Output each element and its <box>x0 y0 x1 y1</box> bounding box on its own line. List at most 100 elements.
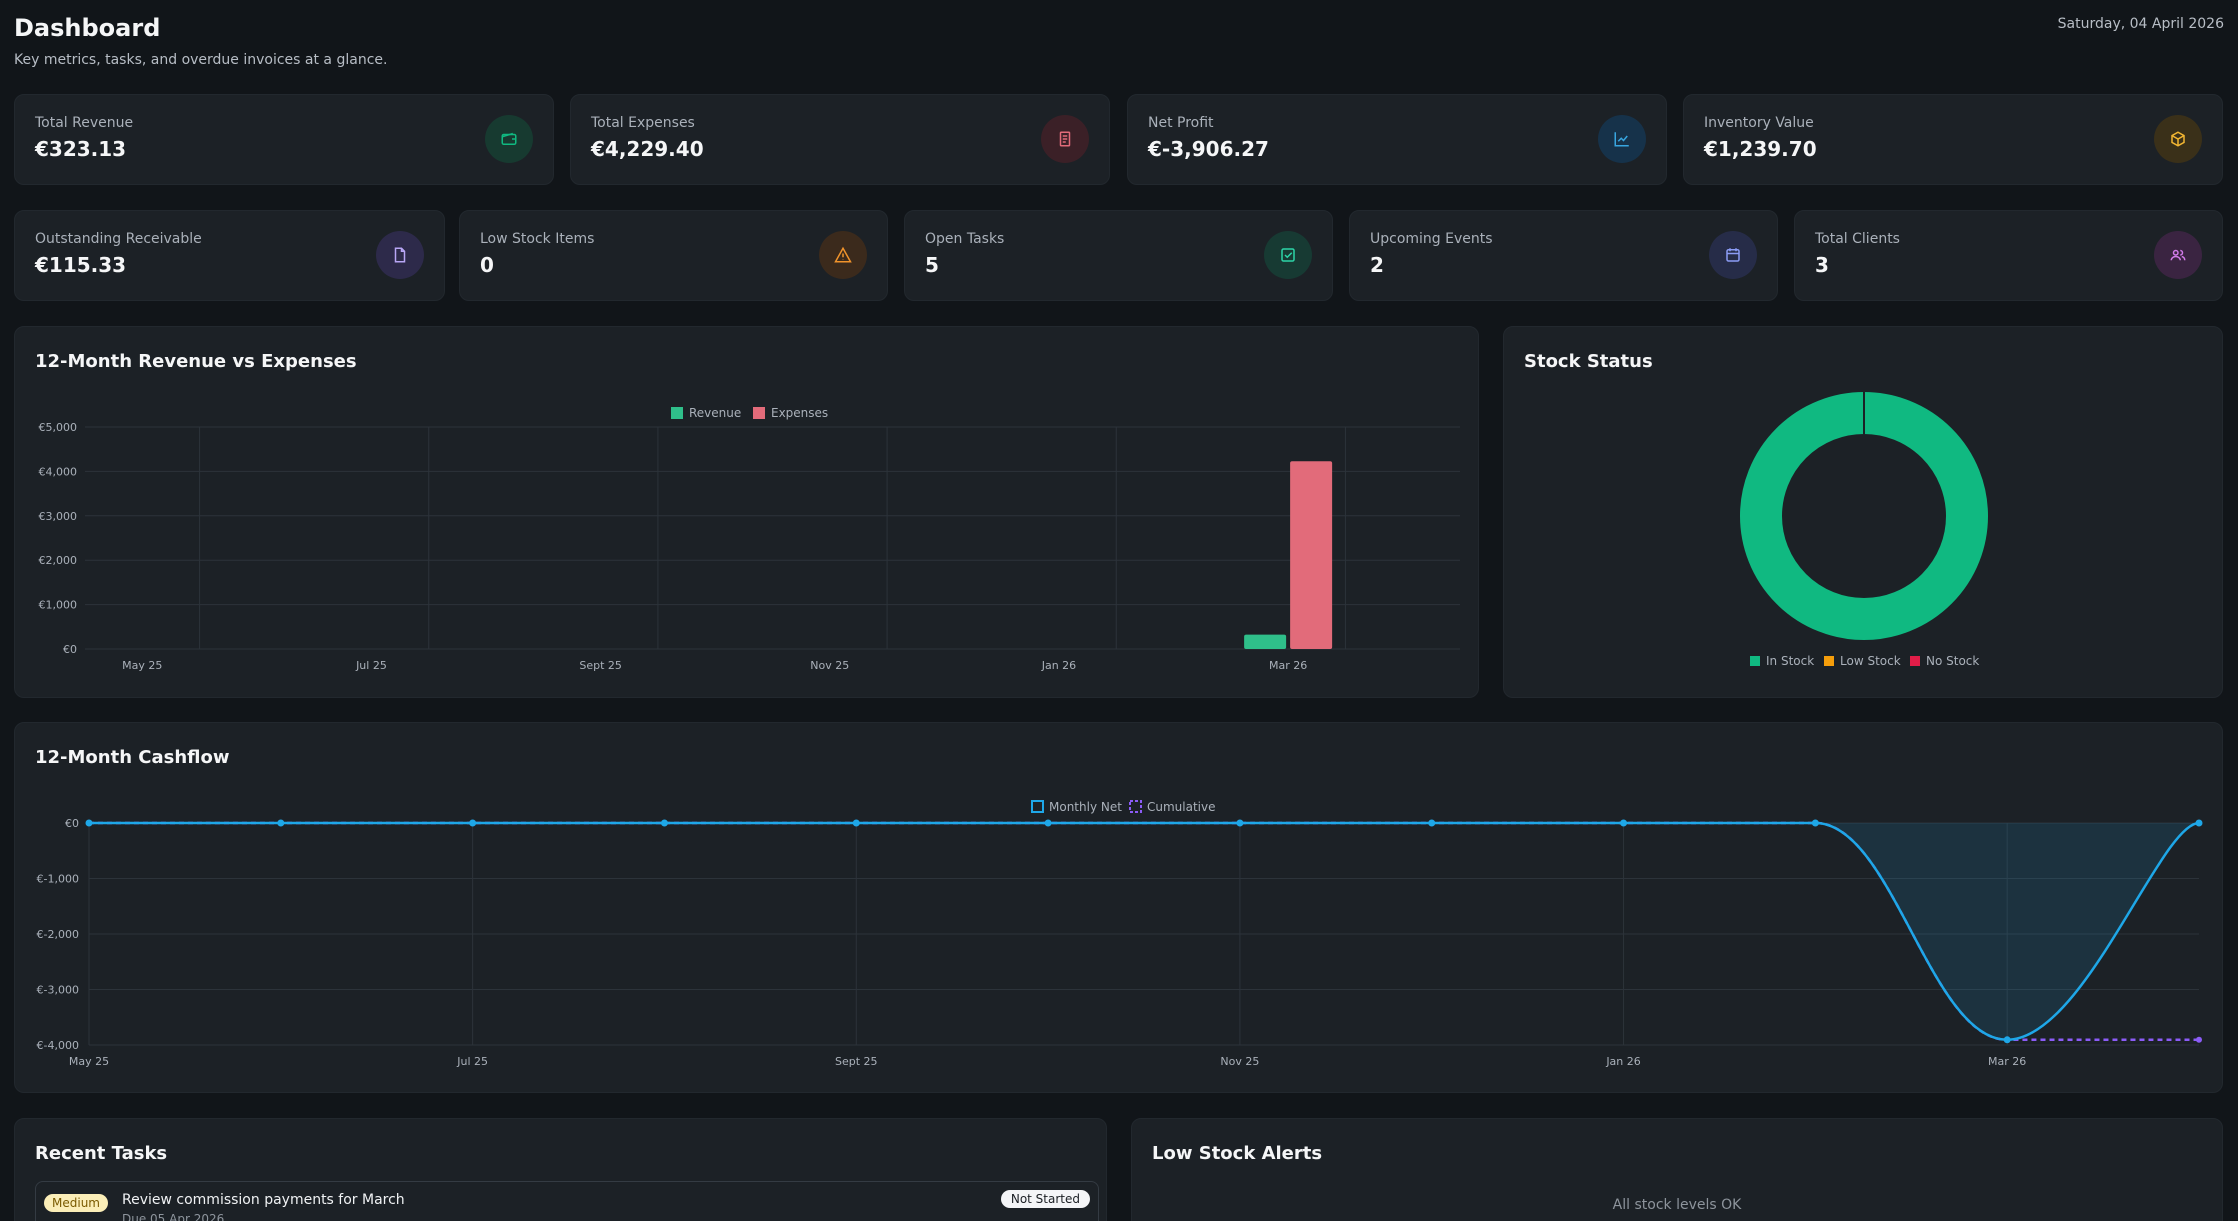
stat-value: 0 <box>480 253 494 277</box>
y-tick-label: €0 <box>63 643 77 656</box>
stat-card-upcoming-events[interactable]: Upcoming Events 2 <box>1349 210 1778 301</box>
monthly-net-point <box>852 819 860 827</box>
calendar-icon <box>1709 231 1757 279</box>
monthly-net-point <box>2003 1036 2011 1044</box>
stat-card-total-clients[interactable]: Total Clients 3 <box>1794 210 2223 301</box>
page-title: Dashboard <box>14 14 161 42</box>
stat-card-total-revenue[interactable]: Total Revenue €323.13 <box>14 94 554 185</box>
cumulative-point <box>2196 1036 2202 1043</box>
receipt-icon <box>1041 115 1089 163</box>
stat-label: Open Tasks <box>925 231 1005 247</box>
stat-card-total-expenses[interactable]: Total Expenses €4,229.40 <box>570 94 1110 185</box>
x-tick-label: Jan 26 <box>1605 1055 1640 1068</box>
stat-value: 3 <box>1815 253 1829 277</box>
legend-label: Low Stock <box>1840 654 1901 668</box>
warning-icon <box>819 231 867 279</box>
legend-label: Cumulative <box>1147 800 1216 814</box>
stat-label: Total Revenue <box>35 115 134 131</box>
x-tick-label: Sept 25 <box>579 659 622 672</box>
y-tick-label: €-1,000 <box>37 873 79 886</box>
bar-revenue <box>1244 634 1287 649</box>
y-tick-label: €5,000 <box>39 421 78 434</box>
status-badge: Not Started <box>1000 1190 1090 1208</box>
monthly-net-point <box>1620 819 1628 827</box>
x-tick-label: May 25 <box>69 1055 109 1068</box>
stat-card-inventory-value[interactable]: Inventory Value €1,239.70 <box>1683 94 2223 185</box>
stat-value: 5 <box>925 253 939 277</box>
panel-title: Recent Tasks <box>35 1143 168 1164</box>
stat-card-low-stock-items[interactable]: Low Stock Items 0 <box>459 210 888 301</box>
stat-card-net-profit[interactable]: Net Profit €-3,906.27 <box>1127 94 1667 185</box>
panel-title: 12-Month Cashflow <box>35 747 230 768</box>
x-tick-label: Nov 25 <box>1220 1055 1259 1068</box>
stat-card-open-tasks[interactable]: Open Tasks 5 <box>904 210 1333 301</box>
panel-title: Stock Status <box>1524 351 1653 372</box>
stat-value: €115.33 <box>35 253 127 277</box>
priority-badge: Medium <box>44 1194 108 1212</box>
legend-label: No Stock <box>1926 654 1979 668</box>
wallet-icon <box>485 115 533 163</box>
revenue-expenses-panel: 12-Month Revenue vs Expenses €0 €1,000 €2,… <box>14 326 1479 698</box>
y-tick-label: €3,000 <box>39 510 78 523</box>
x-tick-label: Mar 26 <box>1269 659 1307 672</box>
monthly-net-point <box>1236 819 1244 827</box>
users-icon <box>2154 231 2202 279</box>
legend-label: Expenses <box>771 406 828 420</box>
monthly-net-point <box>1044 819 1052 827</box>
monthly-net-point <box>660 819 668 827</box>
stat-value: €323.13 <box>35 137 127 161</box>
x-tick-label: Sept 25 <box>835 1055 878 1068</box>
current-date: Saturday, 04 April 2026 <box>2057 16 2224 32</box>
stat-label: Total Clients <box>1815 231 1900 247</box>
trend-chart-icon <box>1598 115 1646 163</box>
x-tick-label: Jul 25 <box>456 1055 488 1068</box>
page-header: Dashboard Key metrics, tasks, and overdu… <box>14 14 2224 74</box>
y-tick-label: €1,000 <box>39 599 78 612</box>
check-square-icon <box>1264 231 1312 279</box>
x-tick-label: May 25 <box>122 659 162 672</box>
page-subtitle: Key metrics, tasks, and overdue invoices… <box>14 52 388 68</box>
recent-tasks-panel: Recent Tasks Medium Review commission pa… <box>14 1118 1107 1221</box>
x-tick-label: Jul 25 <box>355 659 387 672</box>
y-tick-label: €2,000 <box>39 554 78 567</box>
y-tick-label: €4,000 <box>39 465 78 478</box>
y-tick-label: €-4,000 <box>37 1039 79 1052</box>
cashflow-panel: 12-Month Cashflow €0 €-1,000 €-2,000 €-3,00… <box>14 722 2223 1093</box>
task-row[interactable]: Medium Review commission payments for Ma… <box>35 1181 1099 1221</box>
monthly-net-point <box>85 819 93 827</box>
monthly-net-point <box>469 819 477 827</box>
cashflow-chart: €0 €-1,000 €-2,000 €-3,000 €-4,000 May 25 Jul … <box>37 800 2203 1068</box>
stat-value: €-3,906.27 <box>1148 137 1269 161</box>
monthly-net-point <box>1428 819 1436 827</box>
legend-swatch-expenses <box>753 407 765 419</box>
stat-label: Total Expenses <box>591 115 695 131</box>
box-icon <box>2154 115 2202 163</box>
x-tick-label: Nov 25 <box>810 659 849 672</box>
stock-status-panel: Stock Status In Stock Low Stock No Stock <box>1503 326 2223 698</box>
stat-label: Outstanding Receivable <box>35 231 202 247</box>
stat-label: Low Stock Items <box>480 231 595 247</box>
monthly-net-point <box>1811 819 1819 827</box>
legend-swatch-cumulative <box>1129 800 1142 813</box>
legend-swatch-low-stock <box>1824 656 1834 666</box>
legend-swatch-revenue <box>671 407 683 419</box>
monthly-net-point <box>277 819 285 827</box>
stat-label: Inventory Value <box>1704 115 1814 131</box>
empty-state-text: All stock levels OK <box>1612 1197 1742 1213</box>
stat-card-outstanding-receivable[interactable]: Outstanding Receivable €115.33 <box>14 210 445 301</box>
x-tick-label: Jan 26 <box>1041 659 1076 672</box>
legend-label: In Stock <box>1766 654 1814 668</box>
panel-title: Low Stock Alerts <box>1152 1143 1323 1164</box>
stat-label: Upcoming Events <box>1370 231 1493 247</box>
low-stock-alerts-panel: Low Stock Alerts All stock levels OK <box>1131 1118 2223 1221</box>
y-tick-label: €-3,000 <box>37 984 79 997</box>
legend-label: Revenue <box>689 406 741 420</box>
legend-swatch-in-stock <box>1750 656 1760 666</box>
legend-swatch-monthly-net <box>1031 800 1044 813</box>
task-due-date: Due 05 Apr 2026 <box>122 1212 225 1221</box>
y-tick-label: €0 <box>65 817 79 830</box>
legend-label: Monthly Net <box>1049 800 1122 814</box>
stat-value: €4,229.40 <box>591 137 704 161</box>
stat-value: €1,239.70 <box>1704 137 1817 161</box>
donut-slice-in-stock <box>1740 392 1988 640</box>
